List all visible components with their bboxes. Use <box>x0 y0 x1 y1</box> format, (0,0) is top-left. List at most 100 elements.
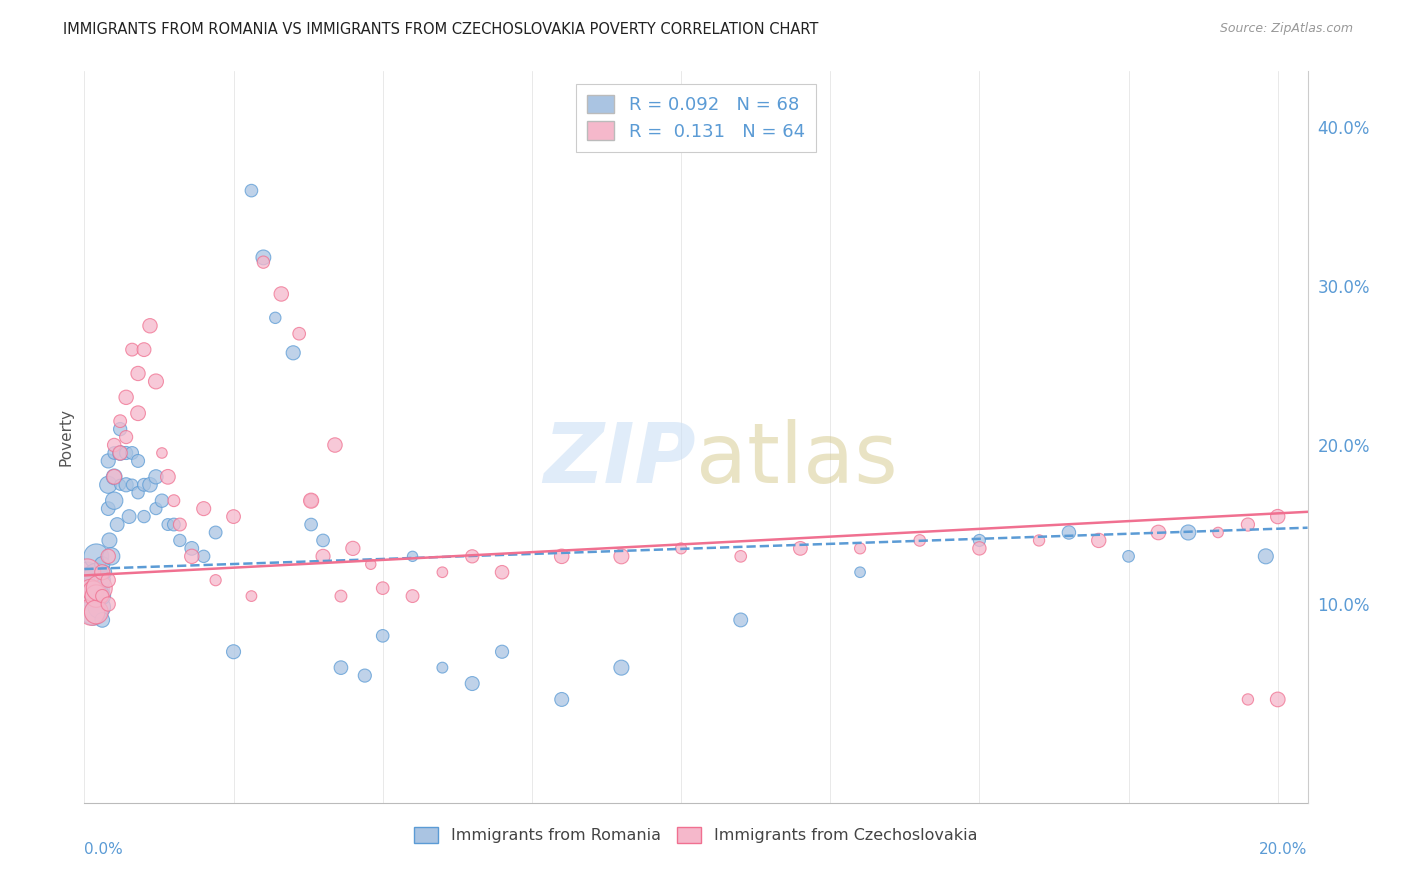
Point <box>97 454 120 468</box>
Point <box>86 584 108 599</box>
Point <box>270 287 292 301</box>
Point <box>1057 525 1080 540</box>
Point <box>193 501 215 516</box>
Point <box>121 477 143 491</box>
Point <box>401 549 423 564</box>
Point <box>115 446 138 460</box>
Point <box>84 549 107 564</box>
Point <box>91 589 114 603</box>
Point <box>84 581 107 595</box>
Point <box>491 645 513 659</box>
Point <box>156 470 179 484</box>
Point <box>342 541 364 556</box>
Point <box>360 558 382 572</box>
Point <box>100 549 122 564</box>
Point <box>1237 517 1260 532</box>
Point <box>1267 692 1289 706</box>
Point <box>121 446 143 460</box>
Point <box>76 566 98 580</box>
Point <box>169 517 191 532</box>
Point <box>91 558 114 572</box>
Point <box>252 255 274 269</box>
Point <box>127 367 149 381</box>
Point <box>163 493 186 508</box>
Point <box>329 660 352 674</box>
Point <box>97 597 120 611</box>
Point <box>97 549 120 564</box>
Point <box>84 568 107 582</box>
Point <box>204 525 226 540</box>
Point <box>84 605 107 619</box>
Point <box>180 541 202 556</box>
Point <box>82 584 104 599</box>
Point <box>849 541 872 556</box>
Point <box>156 517 179 532</box>
Point <box>108 446 131 460</box>
Point <box>401 589 423 603</box>
Point <box>264 310 287 325</box>
Point <box>91 613 114 627</box>
Point <box>610 549 633 564</box>
Point <box>432 660 454 674</box>
Point <box>145 501 167 516</box>
Point <box>80 605 103 619</box>
Point <box>240 184 263 198</box>
Point <box>132 343 155 357</box>
Point <box>103 470 125 484</box>
Point <box>252 251 274 265</box>
Point <box>1087 533 1109 548</box>
Point <box>849 566 872 580</box>
Point <box>1267 509 1289 524</box>
Point <box>551 549 574 564</box>
Point <box>91 566 114 580</box>
Point <box>79 584 101 599</box>
Point <box>288 326 311 341</box>
Point <box>969 533 991 548</box>
Point <box>105 517 128 532</box>
Point <box>1118 549 1140 564</box>
Point <box>118 509 141 524</box>
Point <box>193 549 215 564</box>
Point <box>730 549 752 564</box>
Point <box>145 375 167 389</box>
Point <box>1237 692 1260 706</box>
Point <box>80 589 103 603</box>
Point <box>108 414 131 428</box>
Point <box>312 549 335 564</box>
Point <box>969 541 991 556</box>
Point <box>82 605 104 619</box>
Point <box>89 600 111 615</box>
Point <box>115 477 138 491</box>
Point <box>108 422 131 436</box>
Point <box>610 660 633 674</box>
Point <box>76 566 98 580</box>
Point <box>329 589 352 603</box>
Point <box>108 446 131 460</box>
Point <box>283 346 305 360</box>
Point <box>169 533 191 548</box>
Point <box>97 573 120 587</box>
Point <box>115 430 138 444</box>
Point <box>551 692 574 706</box>
Text: IMMIGRANTS FROM ROMANIA VS IMMIGRANTS FROM CZECHOSLOVAKIA POVERTY CORRELATION CH: IMMIGRANTS FROM ROMANIA VS IMMIGRANTS FR… <box>63 22 818 37</box>
Text: Source: ZipAtlas.com: Source: ZipAtlas.com <box>1219 22 1353 36</box>
Point <box>730 613 752 627</box>
Point <box>103 438 125 452</box>
Point <box>1028 533 1050 548</box>
Point <box>103 446 125 460</box>
Point <box>180 549 202 564</box>
Point <box>789 541 811 556</box>
Point <box>371 581 394 595</box>
Point <box>432 566 454 580</box>
Point <box>461 549 484 564</box>
Point <box>132 477 155 491</box>
Point <box>89 581 111 595</box>
Y-axis label: Poverty: Poverty <box>58 408 73 467</box>
Text: ZIP: ZIP <box>543 418 696 500</box>
Point <box>312 533 335 548</box>
Point <box>91 573 114 587</box>
Point <box>97 501 120 516</box>
Point <box>491 566 513 580</box>
Text: 0.0%: 0.0% <box>84 842 124 856</box>
Point <box>139 318 162 333</box>
